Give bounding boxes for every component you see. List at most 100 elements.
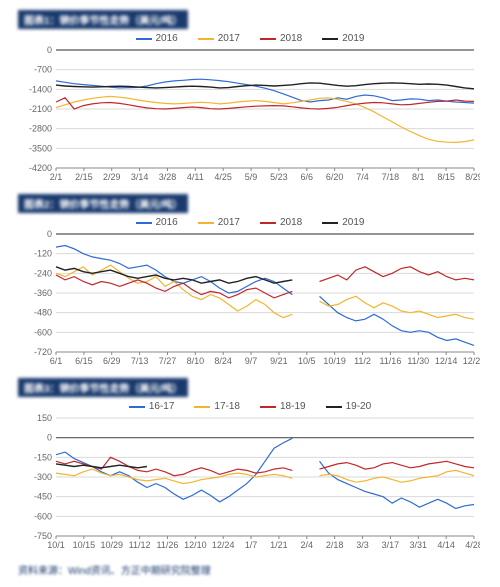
svg-text:11/12: 11/12 <box>129 540 151 550</box>
svg-text:-2800: -2800 <box>29 124 52 134</box>
svg-text:5/9: 5/9 <box>245 172 258 182</box>
svg-text:-240: -240 <box>34 268 52 278</box>
legend-label: 18-19 <box>280 401 306 412</box>
svg-text:3/3: 3/3 <box>356 540 369 550</box>
svg-text:11/30: 11/30 <box>407 356 429 366</box>
legend-swatch <box>260 38 276 40</box>
legend-item: 19-20 <box>326 401 372 412</box>
chart-legend: 2016201720182019 <box>18 33 482 44</box>
legend-swatch <box>194 406 210 408</box>
legend-item: 17-18 <box>194 401 240 412</box>
legend-label: 2017 <box>218 217 240 228</box>
svg-text:-450: -450 <box>34 492 52 502</box>
chart-title: 图表2：铜价季节性走势（美元/吨） <box>18 194 188 213</box>
legend-label: 17-18 <box>214 401 240 412</box>
legend-label: 2016 <box>156 217 178 228</box>
svg-text:1/21: 1/21 <box>270 540 288 550</box>
legend-item: 2016 <box>136 217 178 228</box>
svg-text:3/14: 3/14 <box>131 172 149 182</box>
svg-text:9/7: 9/7 <box>245 356 258 366</box>
svg-text:12/14: 12/14 <box>435 356 458 366</box>
legend-swatch <box>198 38 214 40</box>
legend-label: 19-20 <box>346 401 372 412</box>
svg-text:8/1: 8/1 <box>412 172 425 182</box>
svg-text:1/7: 1/7 <box>245 540 258 550</box>
chart-legend: 2016 2017 2018 2019 <box>18 217 482 228</box>
svg-text:-2100: -2100 <box>29 104 52 114</box>
legend-item: 2018 <box>260 217 302 228</box>
svg-text:8/29: 8/29 <box>465 172 480 182</box>
charts-container: 图表1：铜价季节性走势（美元/吨）2016201720182019-4200-3… <box>18 10 482 554</box>
legend-item: 16-17 <box>129 401 175 412</box>
svg-text:2/4: 2/4 <box>301 540 314 550</box>
svg-text:11/2: 11/2 <box>354 356 371 366</box>
series-line <box>56 246 474 346</box>
svg-text:10/19: 10/19 <box>323 356 346 366</box>
chart-title: 图表3：铜价季节性走势（美元/吨） <box>18 378 188 397</box>
legend-swatch <box>136 222 152 224</box>
legend-swatch <box>322 38 338 40</box>
svg-text:-300: -300 <box>34 472 52 482</box>
svg-text:6/20: 6/20 <box>326 172 344 182</box>
chart-legend: 16-17 17-18 18-19 19-20 <box>18 401 482 412</box>
svg-text:2/29: 2/29 <box>103 172 121 182</box>
chart-block-2: 图表3：铜价季节性走势（美元/吨）16-1717-1818-1919-20-75… <box>18 378 482 554</box>
legend-swatch <box>322 222 338 224</box>
svg-text:7/4: 7/4 <box>356 172 369 182</box>
chart-svg: -720-600-480-360-240-12006/16/156/297/13… <box>18 230 480 370</box>
legend-swatch <box>260 222 276 224</box>
legend-item: 2019 <box>322 33 364 44</box>
legend-item: 2017 <box>198 217 240 228</box>
svg-text:4/11: 4/11 <box>187 172 204 182</box>
svg-text:12/28: 12/28 <box>463 356 480 366</box>
svg-text:-3500: -3500 <box>29 143 52 153</box>
series-line <box>56 457 474 475</box>
series-line <box>56 79 474 103</box>
svg-text:10/1: 10/1 <box>47 540 65 550</box>
svg-text:-700: -700 <box>34 65 52 75</box>
chart-svg: -750-600-450-300-150015010/110/1510/2911… <box>18 414 480 554</box>
svg-text:2/18: 2/18 <box>326 540 344 550</box>
legend-label: 2019 <box>342 33 364 44</box>
svg-text:0: 0 <box>47 230 52 239</box>
svg-text:10/29: 10/29 <box>100 540 123 550</box>
svg-text:-120: -120 <box>34 249 52 259</box>
svg-text:10/15: 10/15 <box>73 540 96 550</box>
svg-text:0: 0 <box>47 433 52 443</box>
legend-item: 18-19 <box>260 401 306 412</box>
svg-text:8/10: 8/10 <box>187 356 205 366</box>
svg-text:3/17: 3/17 <box>382 540 400 550</box>
svg-text:-480: -480 <box>34 308 52 318</box>
legend-item: 2019 <box>322 217 364 228</box>
svg-text:4/28: 4/28 <box>465 540 480 550</box>
svg-text:11/26: 11/26 <box>157 540 179 550</box>
svg-text:12/24: 12/24 <box>212 540 235 550</box>
svg-text:-600: -600 <box>34 327 52 337</box>
svg-text:8/15: 8/15 <box>437 172 455 182</box>
svg-text:6/6: 6/6 <box>301 172 314 182</box>
svg-text:10/5: 10/5 <box>298 356 316 366</box>
svg-text:7/27: 7/27 <box>159 356 177 366</box>
legend-swatch <box>260 406 276 408</box>
legend-swatch <box>326 406 342 408</box>
svg-text:-360: -360 <box>34 288 52 298</box>
legend-label: 2017 <box>218 33 240 44</box>
svg-text:4/14: 4/14 <box>437 540 455 550</box>
svg-text:2/1: 2/1 <box>50 172 63 182</box>
legend-item: 2016 <box>136 33 178 44</box>
legend-label: 16-17 <box>149 401 175 412</box>
legend-item: 2017 <box>198 33 240 44</box>
series-line <box>56 464 147 468</box>
chart-block-0: 图表1：铜价季节性走势（美元/吨）2016201720182019-4200-3… <box>18 10 482 186</box>
svg-text:5/23: 5/23 <box>270 172 288 182</box>
svg-text:0: 0 <box>47 46 52 55</box>
svg-text:-1400: -1400 <box>29 84 52 94</box>
svg-text:7/18: 7/18 <box>382 172 400 182</box>
chart-svg: -4200-3500-2800-2100-1400-70002/12/152/2… <box>18 46 480 186</box>
svg-text:4/25: 4/25 <box>214 172 232 182</box>
svg-text:8/24: 8/24 <box>214 356 232 366</box>
svg-text:-4200: -4200 <box>29 163 52 173</box>
svg-text:9/21: 9/21 <box>270 356 288 366</box>
svg-text:6/29: 6/29 <box>103 356 121 366</box>
svg-text:150: 150 <box>37 414 52 423</box>
